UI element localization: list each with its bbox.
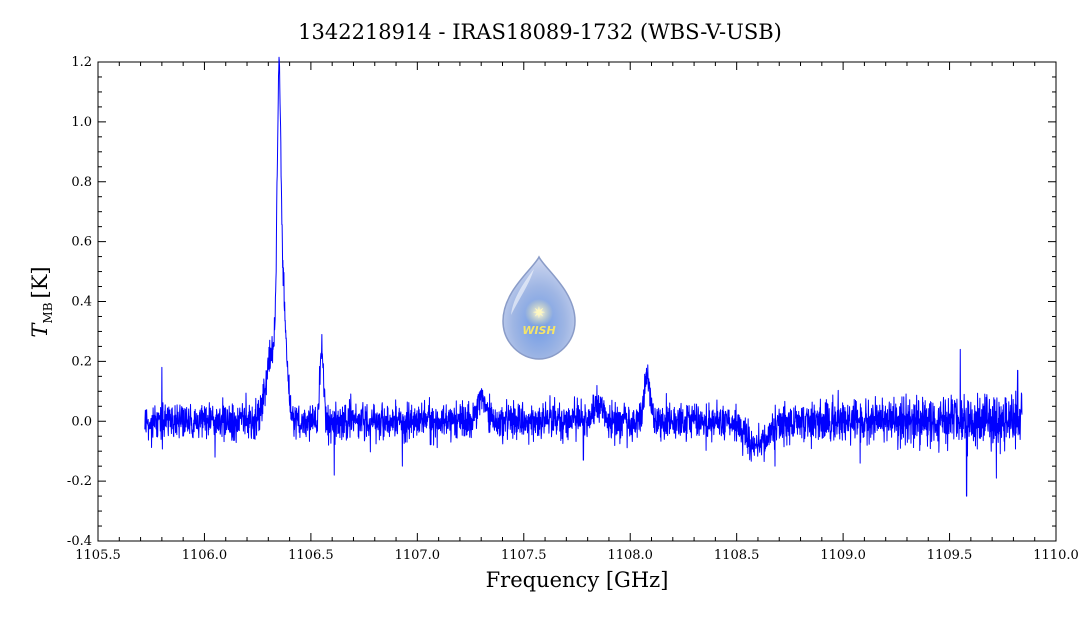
y-tick-label: 0.6 xyxy=(71,235,92,250)
y-tick-label: 1.0 xyxy=(71,115,92,130)
y-tick-label: 0.4 xyxy=(71,295,92,310)
x-axis-label: Frequency [GHz] xyxy=(486,568,669,592)
y-tick-label: 0.8 xyxy=(71,175,92,190)
y-axis-label-subscript: MB xyxy=(41,302,55,323)
plot-frame xyxy=(97,61,1057,542)
y-tick-label: 0.0 xyxy=(71,414,92,429)
x-tick-label: 1107.0 xyxy=(395,548,441,563)
x-tick-label: 1109.5 xyxy=(927,548,973,563)
chart-title: 1342218914 - IRAS18089-1732 (WBS-V-USB) xyxy=(298,20,782,44)
star-icon: ✷ xyxy=(532,303,545,322)
x-tick-label: 1108.0 xyxy=(607,548,653,563)
x-tick-label: 1106.5 xyxy=(288,548,334,563)
series-line xyxy=(144,56,1023,497)
y-axis-label-symbol: T xyxy=(28,322,52,338)
y-axis-label: TMB [K] xyxy=(28,266,55,337)
y-axis-label-unit: [K] xyxy=(28,266,52,298)
svg-text:TMB[K]: TMB [K] xyxy=(28,266,55,337)
x-tick-label: 1107.5 xyxy=(501,548,547,563)
y-tick-label: -0.4 xyxy=(67,534,92,549)
wish-logo: ✷ WISH xyxy=(502,255,576,360)
plot-axes: -0.4 -0.2 0.0 0.2 0.4 0.6 0.8 1.0 1.2 1105.5 1106.… xyxy=(67,55,1079,563)
x-tick-label: 1110.0 xyxy=(1033,548,1079,563)
x-tick-label: 1108.5 xyxy=(714,548,760,563)
wish-logo-text: WISH xyxy=(522,324,555,337)
y-tick-label: 1.2 xyxy=(71,55,92,70)
x-tick-label: 1106.0 xyxy=(182,548,228,563)
x-tick-label: 1105.5 xyxy=(75,548,121,563)
x-tick-label: 1109.0 xyxy=(820,548,866,563)
y-tick-label: 0.2 xyxy=(71,354,92,369)
y-tick-label: -0.2 xyxy=(67,474,92,489)
